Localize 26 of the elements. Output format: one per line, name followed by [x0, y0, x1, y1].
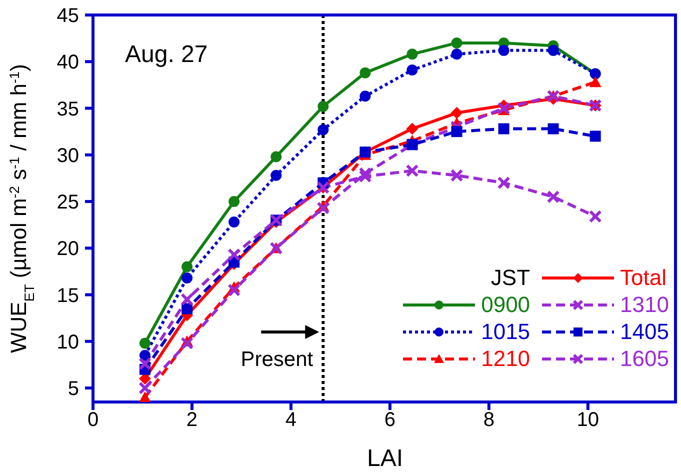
legend-label: 1015	[481, 318, 530, 345]
annotation: Aug. 27	[125, 41, 208, 68]
annotation: Present	[240, 348, 314, 371]
y-tick-label: 25	[56, 192, 79, 214]
legend-title: JST	[490, 264, 530, 291]
legend-label: 1405	[620, 318, 669, 345]
y-tick-label: 10	[56, 331, 79, 354]
x-tick-label: 10	[576, 409, 600, 432]
y-tick-label: 40	[56, 52, 79, 74]
legend-label: Total	[620, 264, 667, 291]
x-tick-label: 0	[87, 409, 99, 432]
x-tick-label: 6	[384, 409, 396, 432]
y-tick-label: 45	[56, 5, 79, 28]
y-tick-label: 5	[68, 378, 79, 400]
x-tick-label: 8	[483, 409, 494, 432]
x-axis-title: LAI	[366, 445, 404, 472]
y-tick-label: 15	[56, 284, 79, 307]
legend-label: 0900	[481, 291, 530, 318]
y-tick-label: 35	[56, 98, 79, 120]
y-tick-label: 20	[56, 238, 79, 260]
x-tick-label: 2	[186, 409, 198, 432]
y-tick-label: 30	[56, 144, 79, 167]
legend-label: 1210	[481, 345, 530, 372]
legend-label: 1605	[620, 345, 669, 372]
legend-label: 1310	[620, 291, 669, 318]
x-tick-label: 4	[285, 409, 297, 432]
